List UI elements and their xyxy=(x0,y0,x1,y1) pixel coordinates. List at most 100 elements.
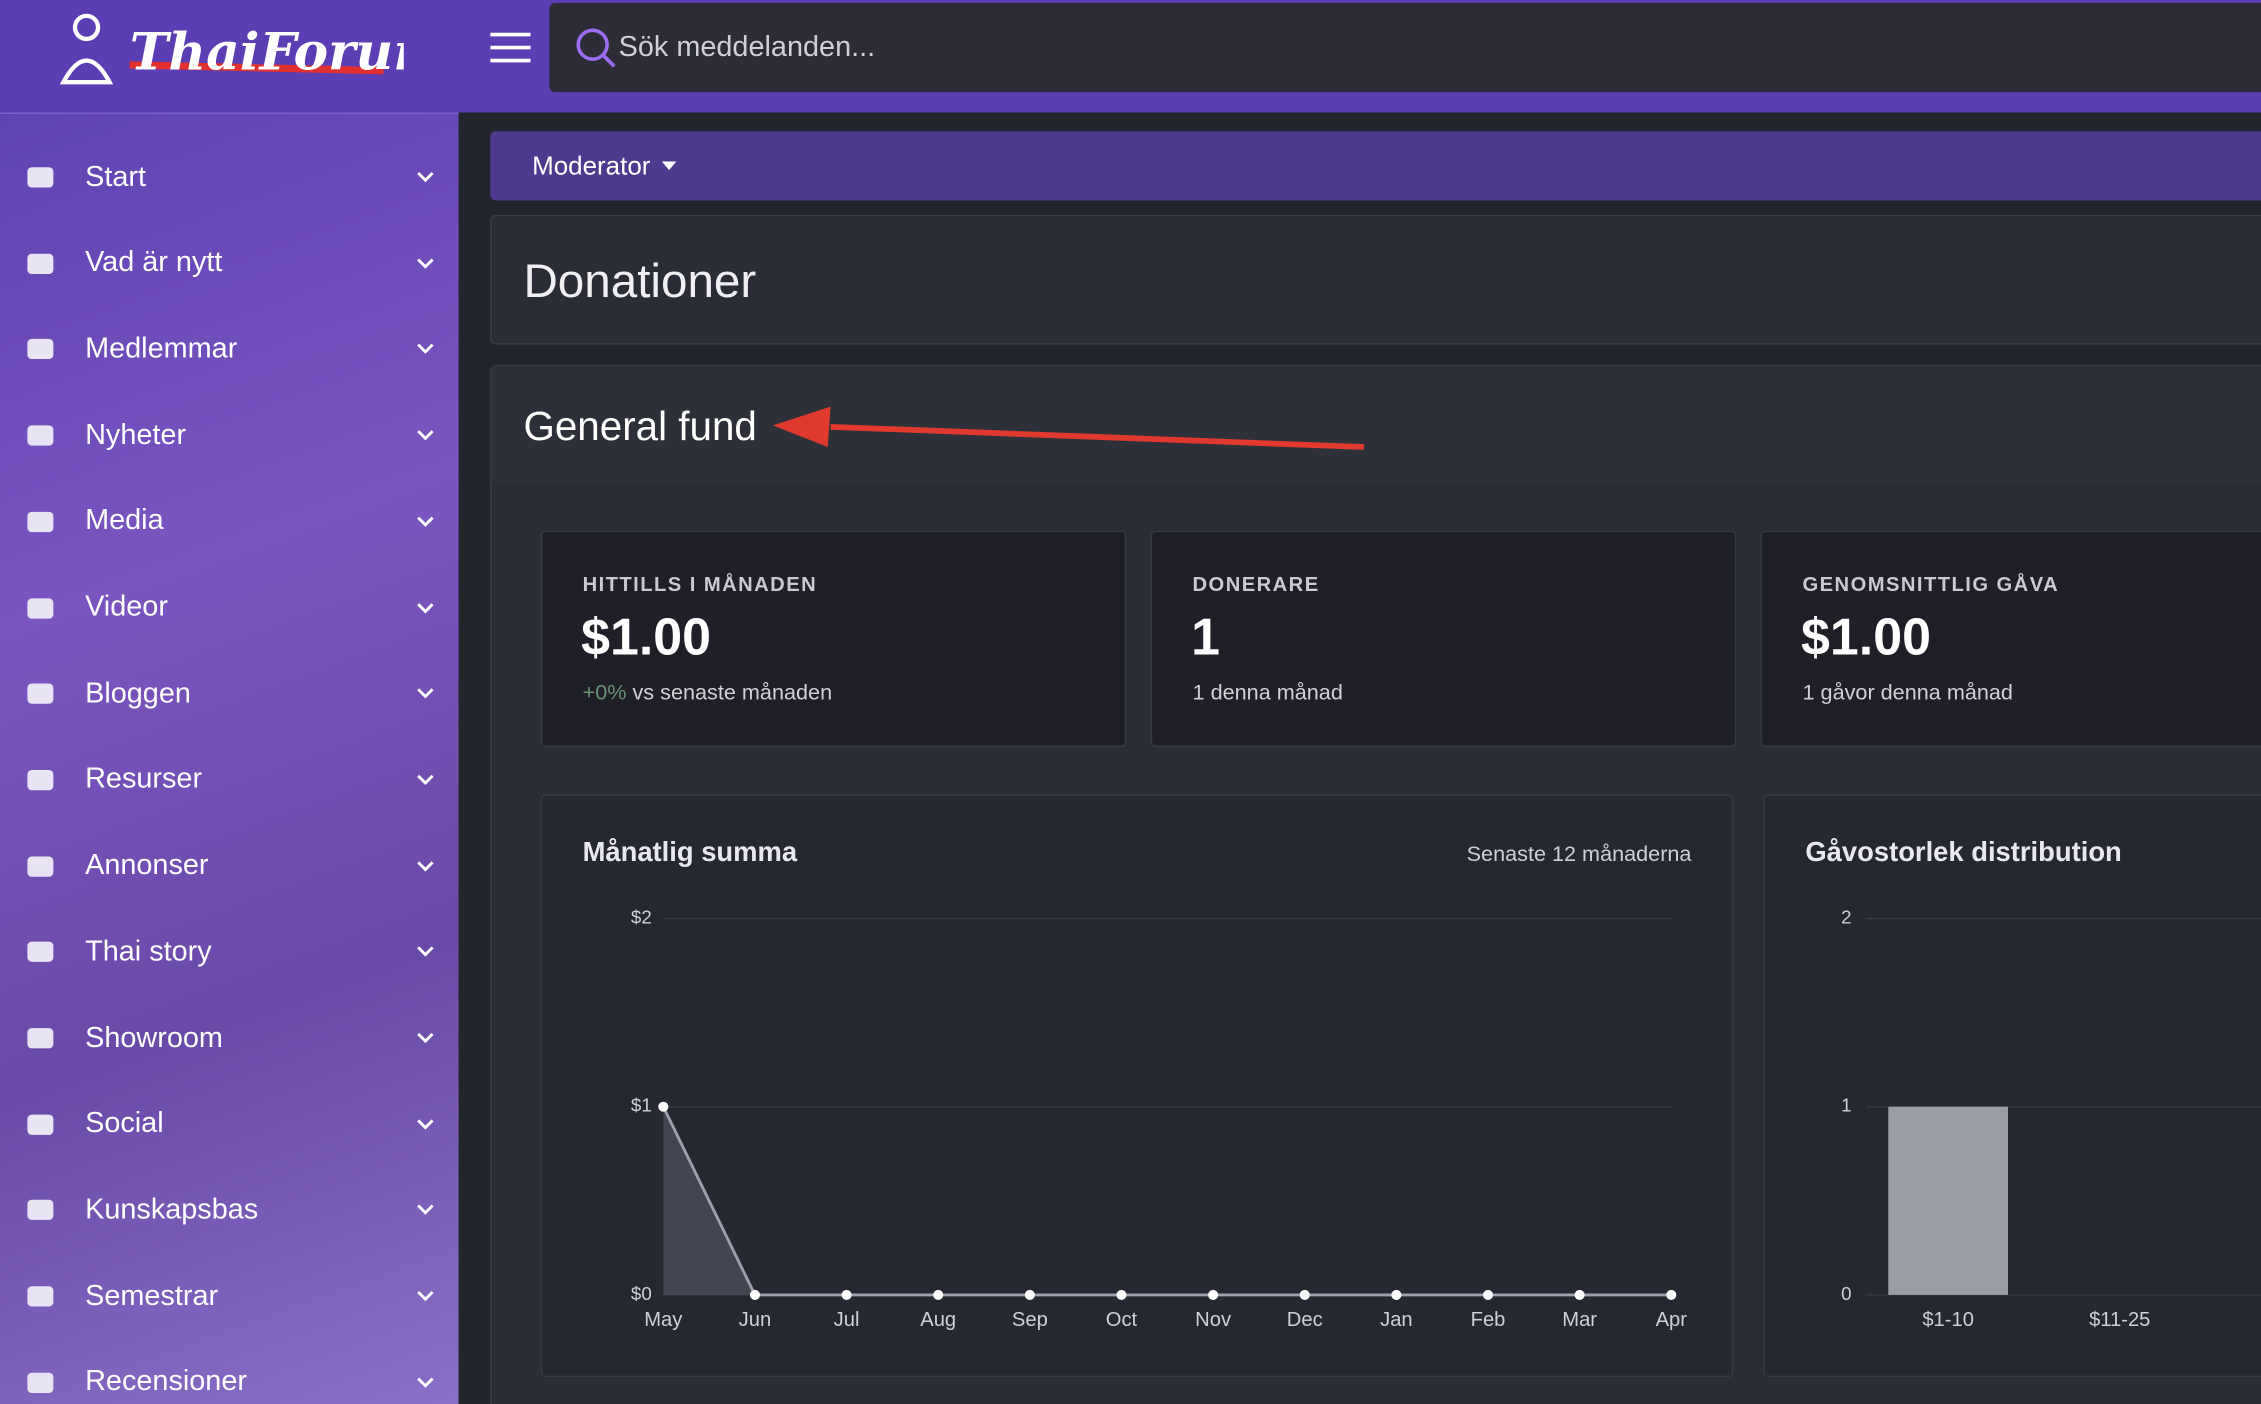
y-tick-label: $1 xyxy=(631,1095,652,1116)
nav-icon xyxy=(27,511,54,532)
nav-item[interactable]: Social xyxy=(0,1095,459,1153)
chevron xyxy=(417,258,434,269)
nav-item[interactable]: Thai story xyxy=(0,923,459,981)
stat-note-text: vs senaste månaden xyxy=(632,680,833,706)
point xyxy=(1574,1289,1585,1300)
x-tick-label: Feb xyxy=(1471,1309,1506,1331)
nav-item[interactable]: Semestrar xyxy=(0,1268,459,1326)
stat-change: +0% xyxy=(582,680,627,706)
x-tick-label: Jan xyxy=(1380,1309,1413,1331)
chevron xyxy=(417,172,434,183)
nav-icon xyxy=(27,253,54,274)
chevron xyxy=(417,516,434,527)
nav-item[interactable]: Recensioner xyxy=(0,1354,459,1404)
chart-subtitle: Senaste 12 månaderna xyxy=(1467,841,1693,866)
stat-card: DONERARE 1 1 denna månad xyxy=(1150,530,1737,747)
chevron xyxy=(417,602,434,613)
line xyxy=(662,1106,1672,1297)
nav-icon xyxy=(27,1028,54,1049)
chevron xyxy=(417,860,434,871)
stat-card: HITTILLS I MÅNADEN $1.00 +0% vs senaste må… xyxy=(540,530,1127,747)
nav-label: Bloggen xyxy=(85,677,191,710)
nav-icon xyxy=(27,683,54,704)
chevron xyxy=(417,1291,434,1302)
x-tick-label: $11-25 xyxy=(2089,1309,2150,1331)
point xyxy=(1666,1289,1677,1300)
nav-icon xyxy=(27,942,54,963)
nav-icon xyxy=(27,167,54,188)
stat-note: 1 gåvor denna månad xyxy=(1803,681,2013,706)
stat-card: GENOMSNITTLIG GÅVA $1.00 1 gåvor denna mån… xyxy=(1760,530,2261,747)
y-tick-label: 0 xyxy=(1841,1283,1851,1304)
search-box[interactable]: Sök meddelanden... xyxy=(549,2,2261,93)
x-tick-label: Sep xyxy=(1012,1309,1048,1331)
nav-item[interactable]: Start xyxy=(0,149,459,207)
section-title: General fund xyxy=(523,403,757,449)
menu-icon[interactable] xyxy=(490,32,531,64)
title-panel: Donationer xyxy=(490,214,2261,345)
arrow xyxy=(772,406,1365,450)
chevron xyxy=(417,1118,434,1130)
nav-item[interactable]: Resurser xyxy=(0,751,459,809)
stat-label: GENOMSNITTLIG GÅVA xyxy=(1802,572,2060,596)
y-tick-label: 2 xyxy=(1841,907,1851,928)
chart: Månatlig summa Senaste 12 månaderna $0 $1 $2… xyxy=(583,836,1693,1331)
chart-title: Månatlig summa xyxy=(583,836,798,867)
svg-text:ThaiForum: ThaiForum xyxy=(130,22,404,83)
x-tick-label: Mar xyxy=(1562,1309,1597,1331)
stat-value: 1 xyxy=(1191,607,1220,667)
y-tick-label: $2 xyxy=(631,907,652,928)
point xyxy=(658,1101,669,1112)
search-icon xyxy=(576,28,616,68)
nav-item[interactable]: Vad är nytt xyxy=(0,235,459,293)
stat-label: HITTILLS I MÅNADEN xyxy=(582,572,818,596)
nav-icon xyxy=(27,1372,54,1393)
nav-item[interactable]: Kunskapsbas xyxy=(0,1182,459,1240)
point xyxy=(841,1289,852,1300)
topbar-strip xyxy=(458,92,2261,113)
stat-value: $1.00 xyxy=(1801,607,1931,667)
nav-label: Videor xyxy=(85,591,168,623)
nav-label: Resurser xyxy=(85,763,203,796)
point xyxy=(1024,1289,1035,1300)
chevron xyxy=(417,430,434,441)
chart-panel: Månatlig summa Senaste 12 månaderna $0 $1 $2… xyxy=(540,794,1734,1378)
nav-icon xyxy=(27,1200,54,1221)
nav-label: Social xyxy=(85,1107,164,1140)
nav-icon xyxy=(27,339,54,360)
nav-item[interactable]: Videor xyxy=(0,579,459,637)
nav-label: Thai story xyxy=(85,935,212,968)
nav-item[interactable]: Medlemmar xyxy=(0,321,459,379)
chevron xyxy=(417,1205,434,1216)
nav-item[interactable]: Media xyxy=(0,493,459,551)
nav-label: Start xyxy=(85,160,147,193)
chevron xyxy=(417,946,434,958)
nav-item[interactable]: Annonser xyxy=(0,837,459,895)
moderator-menu[interactable]: Moderator xyxy=(532,151,651,181)
x-tick-label: Dec xyxy=(1287,1309,1323,1331)
area xyxy=(663,1106,1672,1295)
stat-label: DONERARE xyxy=(1192,572,1320,596)
search-placeholder: Sök meddelanden... xyxy=(618,31,876,64)
nav-label: Medlemmar xyxy=(85,332,238,365)
nav-item[interactable]: Nyheter xyxy=(0,407,459,465)
nav-label: Media xyxy=(85,505,164,537)
nav-label: Nyheter xyxy=(85,419,187,451)
logo[interactable]: ThaiForum xyxy=(0,0,459,114)
chevron xyxy=(417,688,434,699)
nav-item[interactable]: Showroom xyxy=(0,1009,459,1067)
point xyxy=(1299,1289,1310,1300)
nav-label: Annonser xyxy=(85,849,209,882)
nav-label: Showroom xyxy=(85,1021,223,1054)
point xyxy=(1391,1289,1402,1300)
stat-note: 1 denna månad xyxy=(1193,681,1343,706)
logo-art: ThaiForum xyxy=(59,13,404,85)
x-tick-label: Jun xyxy=(739,1309,772,1331)
nav-icon xyxy=(27,1114,54,1135)
sidebar xyxy=(0,0,459,1404)
nav-item[interactable]: Bloggen xyxy=(0,665,459,723)
point xyxy=(1482,1289,1494,1300)
nav-label: Recensioner xyxy=(85,1366,248,1398)
y-tick-label: 1 xyxy=(1841,1095,1851,1116)
